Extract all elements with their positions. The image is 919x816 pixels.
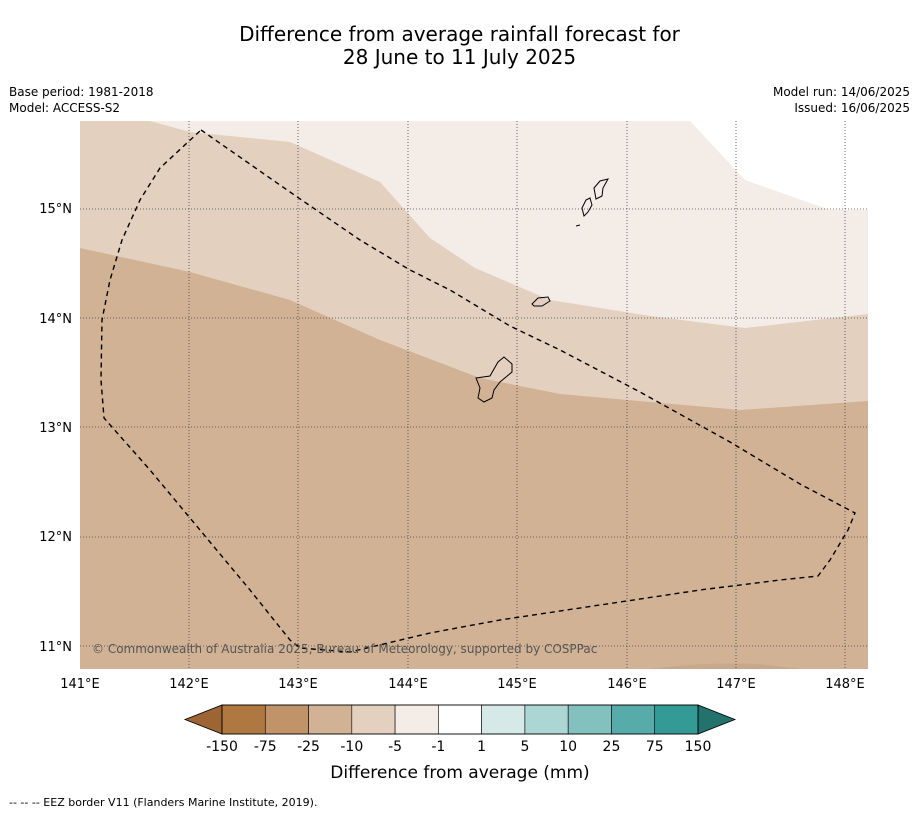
lon-label: 146°E: [607, 677, 647, 692]
colorbar-under-arrow: [183, 704, 223, 735]
colorbar-swatch: [351, 704, 396, 735]
latitude-labels: 15°N 14°N 13°N 12°N 11°N: [39, 202, 72, 655]
copyright-notice: © Commonwealth of Australia 2025, Bureau…: [92, 642, 597, 656]
lon-label: 145°E: [497, 677, 537, 692]
colorbar-tick-label: 1: [477, 739, 486, 755]
colorbar-swatch: [394, 704, 439, 735]
lon-label: 148°E: [825, 677, 865, 692]
colorbar-tick-label: -75: [254, 739, 277, 755]
colorbar-swatch: [308, 704, 353, 735]
island-rota: [531, 296, 551, 307]
base-period: Base period: 1981-2018: [9, 85, 154, 99]
meta-right: Model run: 14/06/2025 Issued: 16/06/2025: [773, 84, 910, 116]
colorbar-swatch: [481, 704, 526, 735]
map-area: [80, 121, 868, 669]
islands: [475, 178, 609, 403]
lat-label: 14°N: [39, 312, 72, 327]
colorbar-tick-label: -150: [206, 739, 238, 755]
issued-date: Issued: 16/06/2025: [794, 101, 910, 115]
model-name: Model: ACCESS-S2: [9, 101, 121, 115]
colorbar: -150 -75 -25 -10 -5 -1 1 5 10 25 75 150 Difference …: [183, 704, 737, 783]
colorbar-swatch: [567, 704, 612, 735]
colorbar-swatch: [221, 704, 266, 735]
colorbar-tick-label: -5: [388, 739, 402, 755]
lon-label: 144°E: [388, 677, 428, 692]
colorbar-tick-label: 5: [520, 739, 529, 755]
lon-label: 142°E: [169, 677, 209, 692]
colorbar-swatch: [438, 704, 482, 735]
colorbar-tick-label: 10: [559, 739, 577, 755]
model-run: Model run: 14/06/2025: [772, 85, 910, 99]
island-aguijan: [575, 224, 581, 227]
colorbar-tick-label: -25: [297, 739, 320, 755]
colorbar-tick-label: 150: [685, 739, 712, 755]
lat-label: 15°N: [39, 202, 72, 217]
lat-label: 12°N: [39, 530, 72, 545]
chart-title-line1: Difference from average rainfall forecas…: [239, 22, 680, 46]
colorbar-frame: [221, 704, 699, 735]
colorbar-tick-label: 75: [646, 739, 664, 755]
region-minus10-to-minus5: [80, 248, 868, 669]
colorbar-swatch: [524, 704, 569, 735]
colorbar-tick-label: 25: [603, 739, 621, 755]
island-guam: [475, 356, 513, 403]
meta-left: Base period: 1981-2018 Model: ACCESS-S2: [9, 84, 154, 116]
lon-label: 143°E: [278, 677, 318, 692]
colorbar-swatch: [611, 704, 656, 735]
island-saipan: [593, 178, 609, 200]
colorbar-over-arrow: [697, 704, 737, 735]
lon-label: 141°E: [60, 677, 100, 692]
colorbar-tick-label: -10: [340, 739, 363, 755]
colorbar-tick-label: -1: [431, 739, 445, 755]
graticule: [80, 121, 868, 669]
colorbar-swatch: [264, 704, 309, 735]
colorbar-title: Difference from average (mm): [330, 763, 589, 783]
lon-label: 147°E: [716, 677, 756, 692]
lat-label: 11°N: [39, 640, 72, 655]
lat-label: 13°N: [39, 421, 72, 436]
eez-legend-note: -- -- -- EEZ border V11 (Flanders Marine…: [9, 796, 318, 809]
island-tinian: [581, 197, 593, 217]
longitude-labels: 141°E 142°E 143°E 144°E 145°E 146°E 147°…: [60, 677, 865, 692]
chart-title-line2: 28 June to 11 July 2025: [342, 45, 577, 69]
region-minus10-to-minus5-south: [650, 663, 800, 669]
colorbar-swatch: [654, 704, 699, 735]
eez-border: [100, 129, 856, 653]
